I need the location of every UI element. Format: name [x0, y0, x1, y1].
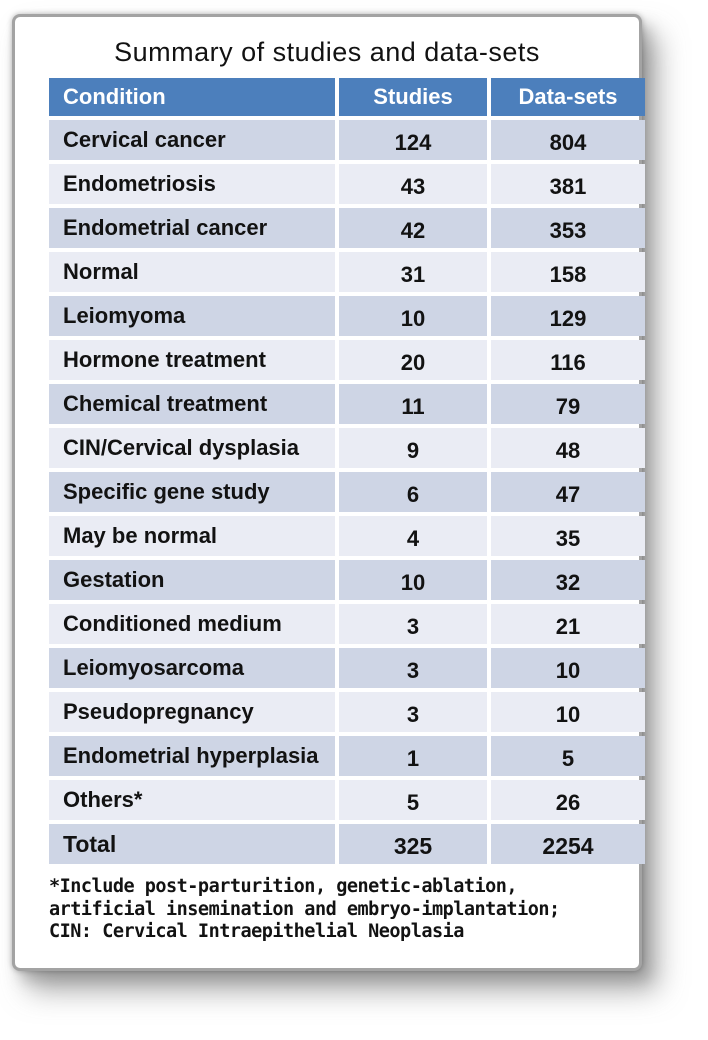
studies-cell: 10 — [339, 560, 487, 600]
table-row: Chemical treatment 11 79 — [49, 384, 645, 424]
datasets-cell: 158 — [491, 252, 645, 292]
table-row: May be normal 4 35 — [49, 516, 645, 556]
condition-cell: Cervical cancer — [49, 120, 335, 160]
table-row: Conditioned medium 3 21 — [49, 604, 645, 644]
table-row: Cervical cancer 124 804 — [49, 120, 645, 160]
condition-cell: Hormone treatment — [49, 340, 335, 380]
studies-cell: 31 — [339, 252, 487, 292]
total-datasets-cell: 2254 — [491, 824, 645, 864]
total-row: Total 325 2254 — [49, 824, 645, 864]
datasets-cell: 35 — [491, 516, 645, 556]
table-row: Hormone treatment 20 116 — [49, 340, 645, 380]
studies-cell: 3 — [339, 692, 487, 732]
table-row: Leiomyoma 10 129 — [49, 296, 645, 336]
table-row: Specific gene study 6 47 — [49, 472, 645, 512]
table-row: Others* 5 26 — [49, 780, 645, 820]
total-label-cell: Total — [49, 824, 335, 864]
condition-cell: Pseudopregnancy — [49, 692, 335, 732]
table-row: Endometriosis 43 381 — [49, 164, 645, 204]
table-body: Cervical cancer 124 804 Endometriosis 43… — [49, 120, 645, 820]
condition-cell: Endometriosis — [49, 164, 335, 204]
studies-cell: 20 — [339, 340, 487, 380]
table-row: Normal 31 158 — [49, 252, 645, 292]
column-header-condition: Condition — [49, 78, 335, 116]
table-row: Gestation 10 32 — [49, 560, 645, 600]
summary-table: Condition Studies Data-sets Cervical can… — [45, 74, 649, 868]
studies-cell: 124 — [339, 120, 487, 160]
studies-cell: 43 — [339, 164, 487, 204]
table-row: Pseudopregnancy 3 10 — [49, 692, 645, 732]
datasets-cell: 10 — [491, 648, 645, 688]
studies-cell: 42 — [339, 208, 487, 248]
header-row: Condition Studies Data-sets — [49, 78, 645, 116]
datasets-cell: 79 — [491, 384, 645, 424]
condition-cell: Leiomyoma — [49, 296, 335, 336]
footnote-line: artificial insemination and embryo-impla… — [49, 898, 560, 920]
condition-cell: Chemical treatment — [49, 384, 335, 424]
studies-cell: 11 — [339, 384, 487, 424]
studies-cell: 5 — [339, 780, 487, 820]
table-row: CIN/Cervical dysplasia 9 48 — [49, 428, 645, 468]
footnote-line: *Include post-parturition, genetic-ablat… — [49, 876, 518, 897]
datasets-cell: 32 — [491, 560, 645, 600]
studies-cell: 4 — [339, 516, 487, 556]
condition-cell: Leiomyosarcoma — [49, 648, 335, 688]
condition-cell: Specific gene study — [49, 472, 335, 512]
table-row: Endometrial cancer 42 353 — [49, 208, 645, 248]
datasets-cell: 129 — [491, 296, 645, 336]
condition-cell: Endometrial hyperplasia — [49, 736, 335, 776]
footnote: *Include post-parturition, genetic-ablat… — [49, 876, 639, 944]
studies-cell: 6 — [339, 472, 487, 512]
condition-cell: Others* — [49, 780, 335, 820]
studies-cell: 3 — [339, 604, 487, 644]
datasets-cell: 381 — [491, 164, 645, 204]
condition-cell: Conditioned medium — [49, 604, 335, 644]
condition-cell: Gestation — [49, 560, 335, 600]
datasets-cell: 10 — [491, 692, 645, 732]
datasets-cell: 804 — [491, 120, 645, 160]
footnote-line: CIN: Cervical Intraepithelial Neoplasia — [49, 921, 464, 943]
datasets-cell: 21 — [491, 604, 645, 644]
column-header-data-sets: Data-sets — [491, 78, 645, 116]
table-row: Endometrial hyperplasia 1 5 — [49, 736, 645, 776]
studies-cell: 9 — [339, 428, 487, 468]
datasets-cell: 26 — [491, 780, 645, 820]
condition-cell: May be normal — [49, 516, 335, 556]
datasets-cell: 48 — [491, 428, 645, 468]
studies-cell: 3 — [339, 648, 487, 688]
table-footer: Total 325 2254 — [49, 824, 645, 864]
table-card: Summary of studies and data-sets Conditi… — [12, 14, 645, 971]
studies-cell: 10 — [339, 296, 487, 336]
datasets-cell: 116 — [491, 340, 645, 380]
table-header: Condition Studies Data-sets — [49, 78, 645, 116]
condition-cell: Endometrial cancer — [49, 208, 335, 248]
datasets-cell: 353 — [491, 208, 645, 248]
studies-cell: 1 — [339, 736, 487, 776]
datasets-cell: 5 — [491, 736, 645, 776]
datasets-cell: 47 — [491, 472, 645, 512]
total-studies-cell: 325 — [339, 824, 487, 864]
condition-cell: Normal — [49, 252, 335, 292]
table-row: Leiomyosarcoma 3 10 — [49, 648, 645, 688]
table-title: Summary of studies and data-sets — [114, 37, 540, 67]
condition-cell: CIN/Cervical dysplasia — [49, 428, 335, 468]
column-header-studies: Studies — [339, 78, 487, 116]
